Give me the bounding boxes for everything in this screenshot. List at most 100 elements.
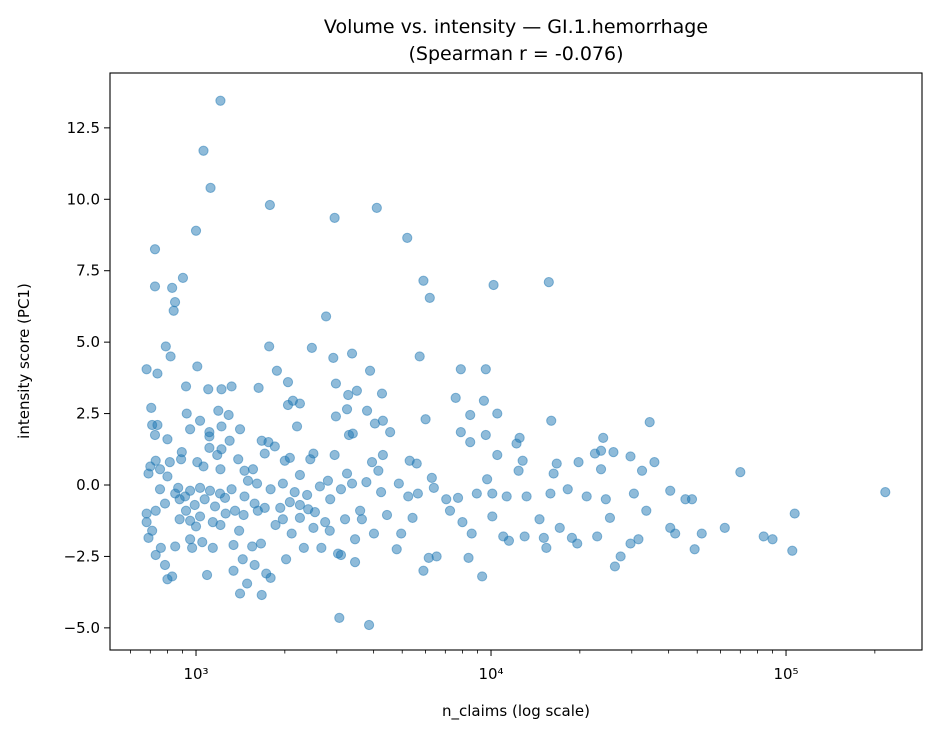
data-point [242, 475, 254, 486]
data-point [216, 444, 227, 455]
data-point [150, 505, 161, 516]
data-point [165, 351, 176, 362]
data-point [452, 492, 464, 503]
data-point [424, 292, 435, 303]
data-point [159, 559, 171, 571]
data-point [339, 514, 351, 525]
data-point [548, 468, 559, 479]
data-point [167, 282, 178, 293]
data-point [735, 467, 746, 478]
data-point [478, 395, 490, 406]
data-point [513, 465, 524, 476]
data-point [471, 488, 482, 499]
data-point [636, 465, 648, 476]
data-point [253, 382, 264, 393]
data-point [294, 499, 306, 511]
data-point [286, 528, 297, 539]
data-point [226, 484, 237, 495]
data-point [234, 588, 246, 599]
data-point [242, 578, 253, 589]
data-point [501, 491, 512, 502]
data-point [284, 452, 295, 463]
data-point [215, 464, 226, 475]
data-point [259, 448, 270, 459]
data-point [265, 484, 276, 495]
data-point [251, 478, 263, 489]
data-point [154, 464, 166, 475]
data-point [343, 389, 354, 401]
data-point [238, 509, 249, 521]
data-point [185, 515, 196, 526]
data-point [644, 417, 655, 428]
data-point [324, 525, 335, 536]
data-point [689, 544, 700, 555]
data-point [393, 478, 404, 489]
data-point [141, 508, 152, 519]
data-point [216, 384, 227, 395]
x-axis-label: n_claims (log scale) [442, 702, 590, 721]
data-point [277, 514, 288, 525]
y-tick-label: 0.0 [76, 476, 100, 494]
data-point [412, 488, 423, 499]
data-point [562, 484, 573, 495]
data-point [185, 424, 196, 435]
data-point [322, 475, 334, 486]
data-point [197, 537, 208, 548]
data-point [418, 275, 429, 286]
data-point [371, 202, 382, 213]
data-point [328, 352, 339, 363]
data-point [167, 571, 178, 582]
data-point [162, 471, 173, 482]
data-point [554, 522, 565, 533]
data-point [213, 405, 224, 416]
data-point [199, 494, 210, 505]
data-point [185, 534, 196, 545]
data-point [420, 414, 431, 425]
data-point [534, 514, 545, 525]
data-point [209, 501, 221, 512]
data-point [546, 415, 557, 426]
data-point [234, 424, 246, 435]
data-point [289, 487, 300, 498]
data-point [271, 365, 282, 376]
data-point [277, 478, 288, 489]
data-point [551, 458, 562, 469]
data-point [204, 485, 216, 496]
chart-subtitle: (Spearman r = -0.076) [408, 43, 623, 65]
data-point [265, 572, 276, 583]
data-point [407, 512, 418, 523]
data-point [511, 438, 522, 449]
data-point [346, 478, 358, 489]
chart-title: Volume vs. intensity — GI.1.hemorrhage [324, 16, 708, 38]
data-point [325, 494, 336, 505]
data-point [164, 457, 175, 468]
data-point [376, 388, 388, 399]
data-point [573, 457, 584, 468]
data-point [302, 489, 313, 501]
data-point [180, 381, 192, 392]
data-point [665, 485, 676, 496]
data-point [625, 451, 636, 462]
data-point [308, 522, 319, 533]
data-point [335, 484, 347, 495]
data-point [204, 442, 215, 453]
data-point [275, 502, 286, 513]
data-point [264, 341, 275, 352]
data-point [256, 589, 267, 601]
data-point [294, 512, 306, 523]
data-point [349, 557, 361, 568]
data-point [346, 348, 358, 359]
x-tick-label: 10⁵ [773, 665, 798, 683]
data-point [207, 542, 218, 553]
data-point [487, 488, 498, 499]
data-point [216, 421, 227, 432]
data-point [176, 447, 187, 458]
data-point [519, 531, 530, 542]
data-point [329, 449, 340, 461]
data-point [487, 511, 498, 522]
y-tick-label: 7.5 [76, 262, 100, 280]
data-point [143, 532, 154, 543]
data-point [141, 364, 152, 375]
data-point [649, 457, 660, 468]
data-point [201, 569, 213, 581]
